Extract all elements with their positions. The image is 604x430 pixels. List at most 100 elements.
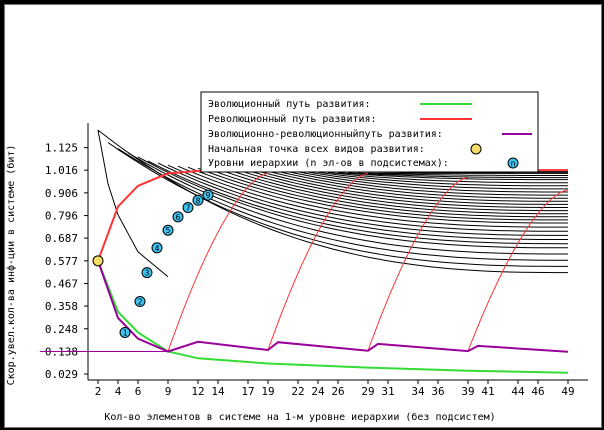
x-tick-label: 36 [431, 385, 444, 398]
family-curve [197, 167, 568, 224]
family-curve [287, 171, 568, 196]
y-axis-label: Скор.увел.кол-ва инф-ции в системе (бит) [5, 145, 17, 386]
family-curve [117, 148, 568, 261]
legend-start-point-label: Начальная точка всех видов развития: [208, 144, 425, 155]
y-tick-label: 0.577 [45, 255, 78, 268]
x-tick-label: 31 [381, 385, 394, 398]
family-curve [237, 169, 568, 212]
level-marker-label: 9 [206, 191, 211, 200]
axes: 2 4 6 9 12 14 17 19 22 24 26 29 31 34 36 39 41 44 46 490.02… [40, 123, 588, 398]
level-marker-label: 1 [123, 328, 128, 337]
family-curve [247, 170, 568, 208]
family-curve [157, 162, 568, 240]
legend-levels-label: Уровни иерархии (n эл-ов в подсистемах): [208, 158, 449, 169]
level-marker-label: 3 [145, 269, 150, 278]
revolutionary-branch [467, 189, 569, 352]
x-tick-label: 4 [115, 385, 122, 398]
family-curve [327, 171, 568, 184]
level-marker [151, 242, 163, 254]
legend-combined-label: Эволюционно-революционныйпуть развития: [208, 128, 443, 140]
family-curve [227, 169, 568, 215]
level-marker-label: 5 [166, 226, 171, 235]
chart-title: СКОРОСТЬ УВЕЛИЧЕНИЯ КОЛИЧЕСТВА ИНФОРМАЦИ… [74, 29, 530, 45]
family-curve [267, 170, 568, 202]
family-curve [347, 172, 568, 179]
level-marker-label: 8 [196, 196, 201, 205]
x-tick-label: 22 [291, 385, 304, 398]
legend-start-point-marker [470, 143, 482, 155]
y-tick-label: 0.687 [45, 232, 78, 245]
family-curve [187, 166, 568, 228]
x-tick-label: 12 [191, 385, 204, 398]
x-tick-label: 2 [95, 385, 102, 398]
level-marker [202, 189, 214, 201]
x-tick-label: 29 [361, 385, 374, 398]
rights-notice: All Rights Reserved. [235, 17, 369, 30]
x-tick-label: 44 [511, 385, 525, 398]
y-tick-label: 1.125 [45, 142, 78, 155]
x-axis-label: Кол-во элементов в системе на 1-м уровне… [104, 411, 495, 423]
family-curve [307, 171, 568, 190]
legend-revolutionary-label: Революционный путь развития: [208, 113, 377, 125]
legend-box [200, 91, 539, 173]
family-curve [147, 160, 568, 245]
level-marker [141, 267, 153, 279]
y-tick-label: 0.248 [45, 323, 78, 336]
legend-levels-marker-text: n [511, 159, 516, 168]
level-marker [162, 224, 174, 236]
level-marker-label: 6 [176, 213, 181, 222]
level-marker-label: 7 [186, 204, 191, 213]
revolutionary-branch [367, 177, 469, 351]
y-tick-label: 0.358 [45, 300, 78, 313]
y-tick-label: 0.796 [45, 210, 78, 223]
level-marker [192, 194, 204, 206]
level-marker [172, 211, 184, 223]
family-curve [167, 164, 568, 236]
x-tick-label: 19 [261, 385, 274, 398]
level-marker-label: 4 [155, 244, 160, 253]
family-curve [177, 165, 568, 232]
copyright-notice: CopyRight (c) Scientific-industrial ente… [63, 7, 541, 20]
chart-subtitle: В ЗАВИСИМОСТИ ОТ ЧИСЛА ЭЛЕМЕНТОВ И УРОВН… [74, 43, 530, 59]
x-tick-label: 24 [311, 385, 325, 398]
y-tick-label: 0.029 [45, 368, 78, 381]
family-curve [337, 172, 568, 181]
family-curve [257, 170, 568, 205]
y-tick-label: 0.906 [45, 187, 78, 200]
start-point-marker [92, 255, 104, 267]
family-curve [97, 129, 568, 274]
revolutionary-branches [167, 172, 569, 352]
family-curve [207, 168, 568, 221]
family-curve [107, 142, 568, 267]
level-marker [134, 296, 146, 308]
x-tick-label: 9 [165, 385, 172, 398]
revolutionary-branch [167, 172, 269, 352]
x-tick-label: 17 [241, 385, 254, 398]
legend: Эволюционный путь развития: Революционны… [200, 91, 539, 173]
family-curve [127, 152, 568, 255]
family-curve [217, 168, 568, 218]
evolutionary-line [97, 260, 569, 374]
x-tick-label: 26 [331, 385, 344, 398]
family-envelope [97, 130, 169, 278]
x-tick-label: 14 [211, 385, 225, 398]
x-tick-label: 46 [531, 385, 544, 398]
level-marker [182, 202, 194, 214]
level-marker [119, 326, 131, 338]
family-curve [297, 171, 568, 193]
legend-levels-marker [507, 157, 519, 169]
x-tick-label: 39 [461, 385, 474, 398]
x-tick-label: 34 [411, 385, 425, 398]
y-tick-label: 0.467 [45, 278, 78, 291]
family-curves [97, 129, 568, 278]
family-curve [277, 170, 568, 199]
combined-line [97, 260, 569, 353]
x-tick-label: 6 [135, 385, 142, 398]
y-tick-label: 1.016 [45, 164, 78, 177]
level-marker-label: 2 [138, 298, 143, 307]
x-tick-label: 41 [481, 385, 494, 398]
legend-evolutionary-label: Эволюционный путь развития: [208, 98, 371, 110]
revolutionary-branch [267, 172, 369, 351]
